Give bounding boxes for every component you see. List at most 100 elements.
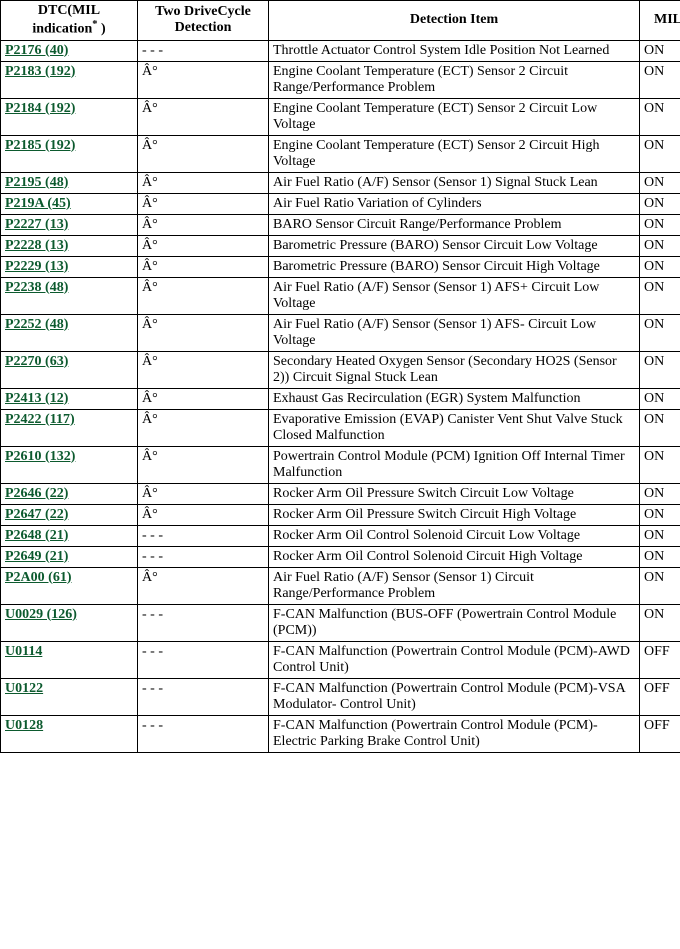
dtc-link[interactable]: P2610 (132): [5, 449, 75, 464]
cell-detection-item: Secondary Heated Oxygen Sensor (Secondar…: [269, 351, 640, 388]
cell-detection-item: Powertrain Control Module (PCM) Ignition…: [269, 446, 640, 483]
cell-detection-item: Air Fuel Ratio (A/F) Sensor (Sensor 1) C…: [269, 567, 640, 604]
cell-mil: ON: [640, 388, 680, 409]
cell-two-drive: - - -: [138, 715, 269, 752]
table-row: P2422 (117)Â°Evaporative Emission (EVAP)…: [1, 409, 680, 446]
cell-mil: ON: [640, 235, 680, 256]
cell-mil: ON: [640, 277, 680, 314]
dtc-link[interactable]: P2270 (63): [5, 354, 68, 369]
cell-detection-item: Throttle Actuator Control System Idle Po…: [269, 40, 640, 61]
table-row: P2647 (22) Â°Rocker Arm Oil Pressure Swit…: [1, 504, 680, 525]
cell-detection-item: Air Fuel Ratio (A/F) Sensor (Sensor 1) S…: [269, 172, 640, 193]
cell-two-drive: Â°: [138, 135, 269, 172]
dtc-link[interactable]: U0029 (126): [5, 607, 77, 622]
cell-mil: ON: [640, 193, 680, 214]
cell-dtc-code: P2252 (48): [1, 314, 138, 351]
dtc-link[interactable]: U0128: [5, 718, 43, 733]
dtc-link[interactable]: P2184 (192): [5, 101, 75, 116]
dtc-link[interactable]: P2646 (22): [5, 486, 68, 501]
table-row: U0122 - - -F-CAN Malfunction (Powertrain …: [1, 678, 680, 715]
cell-detection-item: Rocker Arm Oil Control Solenoid Circuit …: [269, 546, 640, 567]
cell-detection-item: Air Fuel Ratio (A/F) Sensor (Sensor 1) A…: [269, 277, 640, 314]
table-row: P2195 (48)Â°Air Fuel Ratio (A/F) Sensor …: [1, 172, 680, 193]
table-row: P2252 (48)Â°Air Fuel Ratio (A/F) Sensor …: [1, 314, 680, 351]
dtc-link[interactable]: P2183 (192): [5, 64, 75, 79]
cell-dtc-code: U0029 (126): [1, 604, 138, 641]
table-row: U0128- - -F-CAN Malfunction (Powertrain …: [1, 715, 680, 752]
cell-dtc-code: P2228 (13): [1, 235, 138, 256]
cell-dtc-code: P2229 (13): [1, 256, 138, 277]
table-row: U0114- - -F-CAN Malfunction (Powertrain …: [1, 641, 680, 678]
cell-two-drive: Â°: [138, 256, 269, 277]
dtc-link[interactable]: P2195 (48): [5, 175, 68, 190]
cell-dtc-code: P2183 (192): [1, 61, 138, 98]
dtc-link[interactable]: P2185 (192): [5, 138, 75, 153]
cell-detection-item: Rocker Arm Oil Pressure Switch Circuit L…: [269, 483, 640, 504]
cell-mil: ON: [640, 256, 680, 277]
cell-two-drive: Â°: [138, 504, 269, 525]
dtc-link[interactable]: P2252 (48): [5, 317, 68, 332]
cell-two-drive: Â°: [138, 235, 269, 256]
table-header: DTC(MIL indication* ) Two DriveCycle Det…: [1, 1, 680, 41]
cell-dtc-code: U0128: [1, 715, 138, 752]
dtc-link[interactable]: P2422 (117): [5, 412, 75, 427]
cell-two-drive: - - -: [138, 525, 269, 546]
cell-two-drive: Â°: [138, 193, 269, 214]
dtc-link[interactable]: U0114: [5, 644, 42, 659]
cell-dtc-code: P2648 (21): [1, 525, 138, 546]
header-mil: MIL: [640, 1, 680, 41]
cell-dtc-code: P2176 (40): [1, 40, 138, 61]
cell-detection-item: BARO Sensor Circuit Range/Performance Pr…: [269, 214, 640, 235]
dtc-link[interactable]: P2176 (40): [5, 43, 68, 58]
table-row: P2228 (13) Â°Barometric Pressure (BARO) S…: [1, 235, 680, 256]
header-dtc-close: ): [97, 22, 105, 37]
table-row: P2183 (192)Â°Engine Coolant Temperature …: [1, 61, 680, 98]
cell-two-drive: Â°: [138, 61, 269, 98]
cell-two-drive: Â°: [138, 351, 269, 388]
dtc-link[interactable]: P2229 (13): [5, 259, 68, 274]
cell-two-drive: - - -: [138, 678, 269, 715]
cell-detection-item: Rocker Arm Oil Pressure Switch Circuit H…: [269, 504, 640, 525]
table-row: P2A00 (61) Â°Air Fuel Ratio (A/F) Sensor …: [1, 567, 680, 604]
table-row: P2229 (13)Â°Barometric Pressure (BARO) S…: [1, 256, 680, 277]
cell-two-drive: - - -: [138, 604, 269, 641]
header-row: DTC(MIL indication* ) Two DriveCycle Det…: [1, 1, 680, 41]
dtc-link[interactable]: P2649 (21): [5, 549, 68, 564]
table-row: P2649 (21)- - -Rocker Arm Oil Control So…: [1, 546, 680, 567]
cell-mil: ON: [640, 567, 680, 604]
header-dtc-text: DTC(MIL indication: [32, 3, 100, 37]
dtc-link[interactable]: P2413 (12): [5, 391, 68, 406]
cell-dtc-code: P2422 (117): [1, 409, 138, 446]
header-dtc: DTC(MIL indication* ): [1, 1, 138, 41]
cell-detection-item: Exhaust Gas Recirculation (EGR) System M…: [269, 388, 640, 409]
cell-two-drive: Â°: [138, 567, 269, 604]
cell-detection-item: F-CAN Malfunction (BUS-OFF (Powertrain C…: [269, 604, 640, 641]
cell-dtc-code: P2270 (63): [1, 351, 138, 388]
cell-two-drive: Â°: [138, 277, 269, 314]
dtc-link[interactable]: P2648 (21): [5, 528, 68, 543]
table-row: P2184 (192)Â°Engine Coolant Temperature …: [1, 98, 680, 135]
cell-mil: OFF: [640, 641, 680, 678]
cell-mil: ON: [640, 525, 680, 546]
dtc-link[interactable]: P2238 (48): [5, 280, 68, 295]
cell-two-drive: Â°: [138, 314, 269, 351]
cell-mil: ON: [640, 351, 680, 388]
dtc-link[interactable]: U0122: [5, 681, 43, 696]
cell-mil: ON: [640, 61, 680, 98]
table-row: P2238 (48) Â°Air Fuel Ratio (A/F) Sensor …: [1, 277, 680, 314]
cell-two-drive: - - -: [138, 40, 269, 61]
cell-detection-item: Barometric Pressure (BARO) Sensor Circui…: [269, 235, 640, 256]
dtc-link[interactable]: P219A (45): [5, 196, 71, 211]
cell-dtc-code: P2610 (132): [1, 446, 138, 483]
cell-two-drive: - - -: [138, 641, 269, 678]
dtc-link[interactable]: P2228 (13): [5, 238, 68, 253]
cell-detection-item: F-CAN Malfunction (Powertrain Control Mo…: [269, 678, 640, 715]
dtc-link[interactable]: P2647 (22): [5, 507, 68, 522]
cell-dtc-code: P2184 (192): [1, 98, 138, 135]
dtc-link[interactable]: P2227 (13): [5, 217, 68, 232]
cell-mil: OFF: [640, 678, 680, 715]
cell-dtc-code: P2413 (12): [1, 388, 138, 409]
dtc-link[interactable]: P2A00 (61): [5, 570, 72, 585]
table-row: P219A (45) Â°Air Fuel Ratio Variation of …: [1, 193, 680, 214]
cell-detection-item: Air Fuel Ratio Variation of Cylinders: [269, 193, 640, 214]
